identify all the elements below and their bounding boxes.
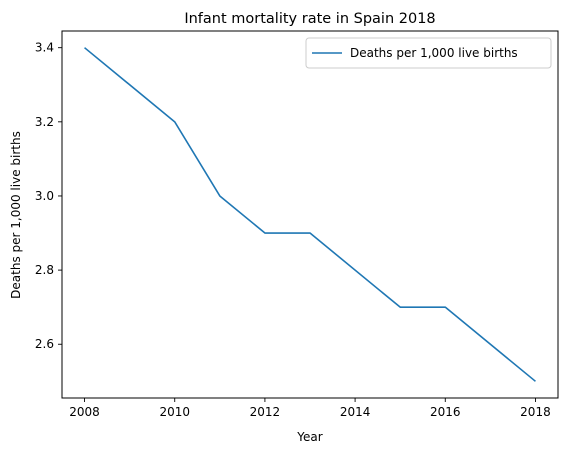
y-axis: 2.6 2.8 3.0 3.2 3.4 bbox=[35, 41, 62, 351]
series-line bbox=[84, 47, 536, 382]
plot-area bbox=[61, 30, 559, 399]
series-layer bbox=[84, 47, 536, 382]
x-tick-label: 2016 bbox=[430, 405, 461, 419]
x-axis: 2008 2010 2012 2014 2016 2018 bbox=[69, 398, 551, 419]
x-tick-label: 2014 bbox=[340, 405, 371, 419]
y-tick-label: 2.8 bbox=[35, 263, 54, 277]
legend-label: Deaths per 1,000 live births bbox=[350, 46, 518, 60]
x-tick-label: 2012 bbox=[250, 405, 281, 419]
chart-title: Infant mortality rate in Spain 2018 bbox=[184, 11, 435, 27]
x-tick-label: 2010 bbox=[159, 405, 190, 419]
legend: Deaths per 1,000 live births bbox=[305, 37, 552, 69]
legend-box bbox=[305, 37, 552, 69]
plot-frame bbox=[61, 30, 559, 399]
x-tick-label: 2018 bbox=[520, 405, 551, 419]
y-axis-label: Deaths per 1,000 live births bbox=[9, 131, 23, 299]
y-tick-label: 3.0 bbox=[35, 189, 54, 203]
y-tick-label: 3.2 bbox=[35, 115, 54, 129]
x-tick-label: 2008 bbox=[69, 405, 100, 419]
y-tick-label: 2.6 bbox=[35, 337, 54, 351]
x-axis-label: Year bbox=[296, 430, 322, 444]
y-tick-label: 3.4 bbox=[35, 41, 54, 55]
